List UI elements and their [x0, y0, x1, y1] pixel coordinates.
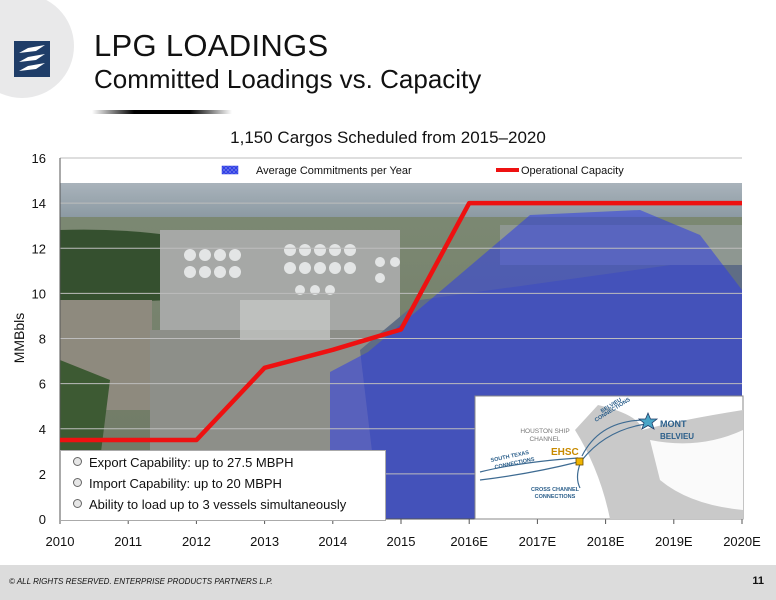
- y-tick-label: 0: [39, 512, 46, 527]
- capabilities-box: Export Capability: up to 27.5 MBPH Impor…: [60, 450, 386, 521]
- legend-label-commitments: Average Commitments per Year: [256, 165, 412, 177]
- y-tick-label: 2: [39, 467, 46, 482]
- enterprise-logo-icon: [14, 41, 50, 77]
- legend: Average Commitments per Year Operational…: [221, 165, 624, 177]
- x-tick-label: 2017E: [519, 534, 557, 549]
- inset-label-cross-channel-2: CONNECTIONS: [535, 494, 576, 500]
- x-tick-label: 2012: [182, 534, 211, 549]
- inset-label-houston-ship-channel-1: HOUSTON SHIP: [520, 428, 569, 435]
- y-tick-label: 4: [39, 422, 46, 437]
- x-axis-ticks: 2010 2011 2012 2013 2014 2015 2016E 2017E 2018E 2…: [46, 519, 761, 549]
- bullet-icon: [73, 499, 82, 508]
- x-tick-label: 2019E: [655, 534, 693, 549]
- x-tick-label: 2013: [250, 534, 279, 549]
- y-tick-label: 14: [32, 196, 46, 211]
- title-underline: [92, 110, 232, 114]
- capability-item-vessels: Ability to load up to 3 vessels simultan…: [73, 497, 346, 512]
- x-tick-label: 2018E: [587, 534, 625, 549]
- x-tick-label: 2011: [114, 534, 142, 549]
- x-tick-label: 2010: [46, 534, 75, 549]
- copyright-text: © ALL RIGHTS RESERVED. ENTERPRISE PRODUC…: [9, 577, 273, 586]
- mont-belvieu-star-icon: [637, 411, 659, 430]
- bullet-icon: [73, 478, 82, 487]
- inset-label-mont-belvieu-2: BELVIEU: [660, 432, 694, 441]
- capability-item-import: Import Capability: up to 20 MBPH: [73, 476, 282, 491]
- y-axis-ticks: 0 2 4 6 8 10 12 14 16: [32, 151, 46, 527]
- y-tick-label: 10: [32, 286, 46, 301]
- x-tick-label: 2014: [318, 534, 347, 549]
- inset-label-ehsc: EHSC: [551, 447, 579, 458]
- legend-swatch-commitments: [221, 165, 239, 175]
- bullet-icon: [73, 457, 82, 466]
- inset-label-cross-channel-1: CROSS CHANNEL: [531, 487, 580, 493]
- y-tick-label: 8: [39, 332, 46, 347]
- slide-title: LPG LOADINGS: [94, 28, 329, 63]
- legend-label-capacity: Operational Capacity: [521, 165, 624, 177]
- capability-item-export: Export Capability: up to 27.5 MBPH: [73, 455, 294, 470]
- inset-label-houston-ship-channel-2: CHANNEL: [529, 436, 560, 443]
- slide-subtitle: Committed Loadings vs. Capacity: [94, 64, 482, 94]
- x-tick-label: 2016E: [450, 534, 488, 549]
- x-tick-label: 2015: [387, 534, 416, 549]
- y-tick-label: 12: [32, 241, 46, 256]
- inset-label-mont-belvieu-1: MONT: [660, 419, 687, 429]
- y-axis-label: MMBbls: [11, 313, 27, 364]
- y-tick-label: 6: [39, 377, 46, 392]
- y-tick-label: 16: [32, 151, 46, 166]
- series-line-operational-capacity: [60, 200, 742, 443]
- ehsc-marker-icon: [575, 457, 584, 466]
- inset-map: HOUSTON SHIP CHANNEL BELVIEU CONNECTIONS…: [474, 395, 744, 520]
- x-tick-label: 2020E: [723, 534, 761, 549]
- page-number: 11: [752, 575, 764, 587]
- chart-title: 1,150 Cargos Scheduled from 2015–2020: [230, 128, 546, 147]
- footer-bar: © ALL RIGHTS RESERVED. ENTERPRISE PRODUC…: [0, 565, 776, 600]
